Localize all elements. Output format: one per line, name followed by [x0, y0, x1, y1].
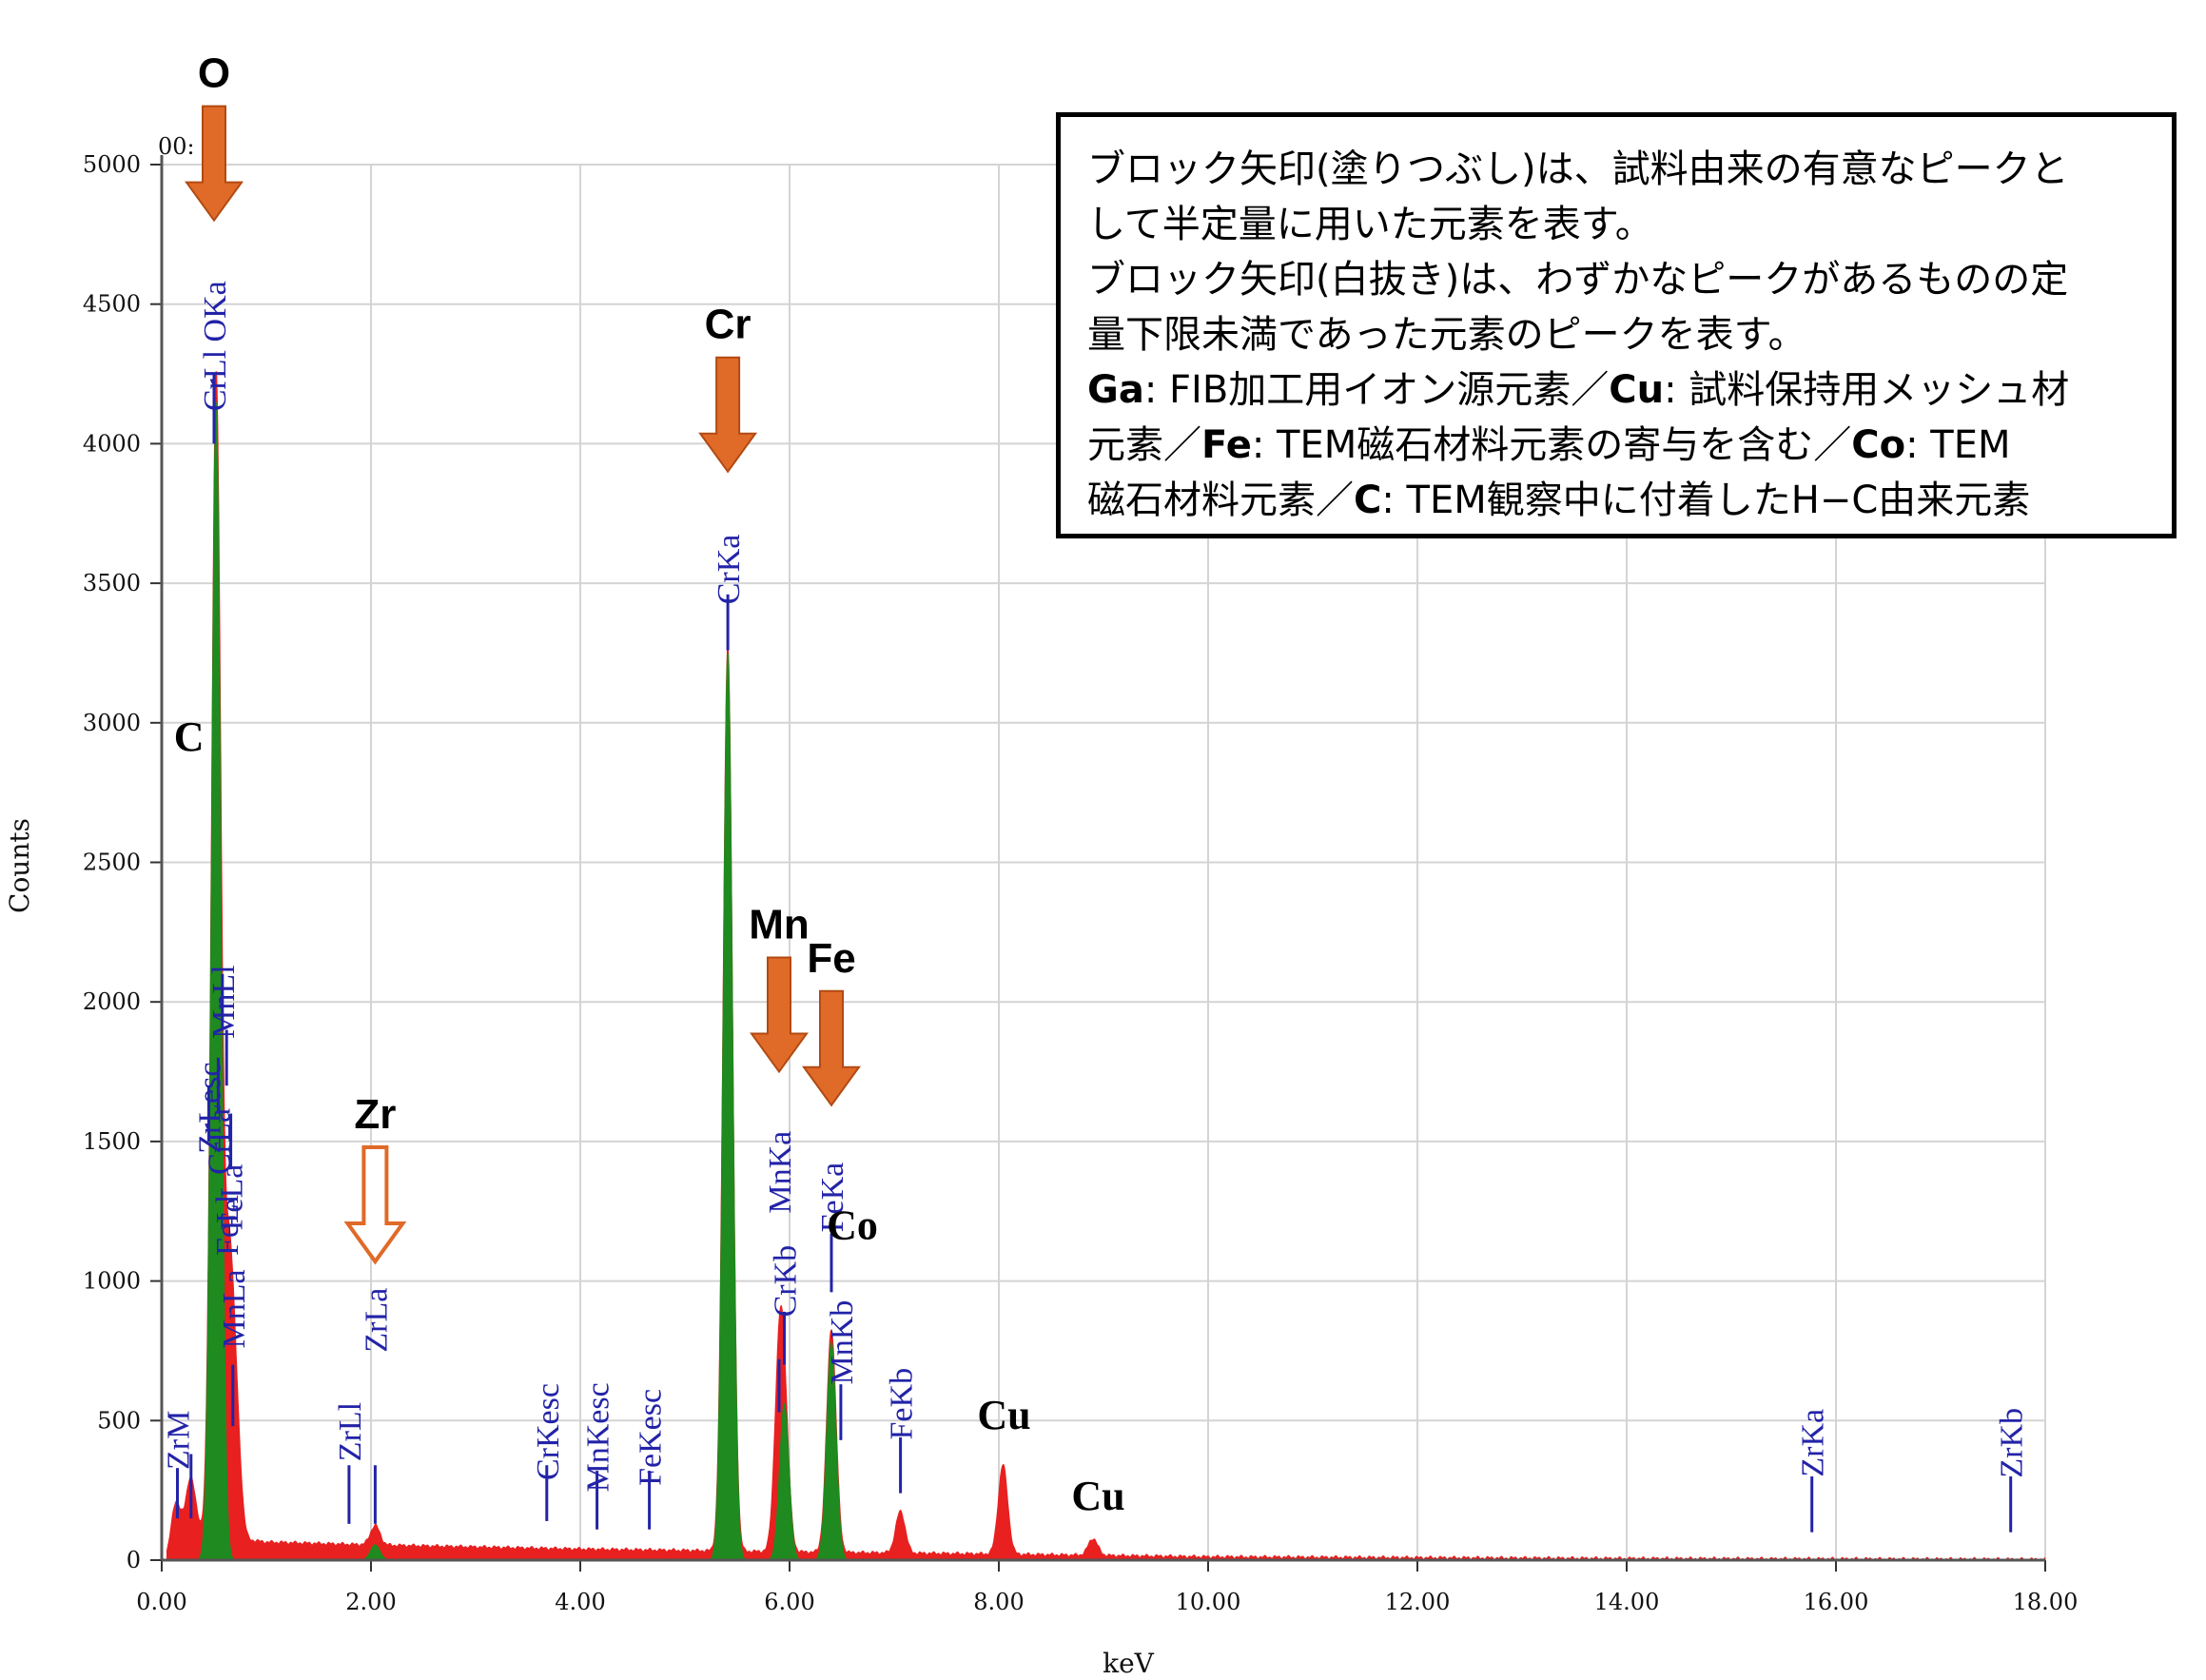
y-tick-label: 500: [97, 1407, 141, 1434]
legend-note-text: 元素／: [1087, 423, 1201, 467]
y-tick-label: 4500: [83, 291, 141, 318]
legend-note-text: : TEM観察中に付着したH−C由来元素: [1381, 479, 2031, 522]
y-tick-label: 1000: [83, 1268, 141, 1295]
line-marker-label: MnKa: [763, 1131, 798, 1214]
line-marker-label: FeKesc: [634, 1389, 669, 1486]
x-tick-label: 16.00: [1804, 1589, 1869, 1615]
element-text-label: Cu: [977, 1392, 1030, 1438]
line-marker-label: CrKesc: [531, 1383, 566, 1480]
line-marker-label: MnKb: [825, 1300, 860, 1385]
element-labels: C Co Cu Cu: [174, 713, 1125, 1519]
line-marker-label: ZrKa: [1796, 1409, 1831, 1477]
x-axis-ticks: 0.00 2.00 4.00 6.00 8.00 10.00 12.00 14.00 16.00…: [136, 1560, 2078, 1615]
line-marker-label: CrKa: [712, 535, 747, 605]
line-marker-label: MnKesc: [581, 1382, 616, 1492]
y-tick-label: 2500: [83, 850, 141, 876]
legend-note-line: 元素／Fe: TEM磁石材料元素の寄与を含む／Co: TEM: [1087, 418, 2158, 473]
x-tick-label: 2.00: [345, 1589, 396, 1615]
line-marker-label: FeLl: [210, 1195, 245, 1256]
axes: [160, 155, 2045, 1562]
y-tick-label: 2000: [83, 988, 141, 1015]
x-tick-label: 10.00: [1176, 1589, 1241, 1615]
legend-note-symbol: Cu: [1609, 368, 1665, 412]
element-text-label: Co: [827, 1202, 878, 1249]
line-marker-label: ZrLa: [359, 1288, 394, 1353]
corner-text: 00:: [158, 133, 195, 160]
line-marker-label: ZrLl: [333, 1402, 368, 1461]
element-text-label: Cu: [1071, 1473, 1124, 1519]
legend-box: ブロック矢印(塗りつぶし)は、試料由来の有意なピークと して半定量に用いた元素を…: [1056, 112, 2177, 538]
x-axis-title: keV: [1103, 1648, 1155, 1679]
spectrum-areas: [166, 371, 2046, 1561]
legend-line: 量下限未満であった元素のピークを表す。: [1087, 313, 1806, 357]
element-arrow-label: Zr: [354, 1091, 396, 1138]
y-tick-label: 4000: [83, 430, 141, 457]
line-marker-label: CrKb: [769, 1245, 804, 1318]
x-tick-label: 14.00: [1594, 1589, 1660, 1615]
element-arrow: [343, 1145, 407, 1265]
x-tick-label: 12.00: [1385, 1589, 1451, 1615]
legend-note-symbol: Ga: [1087, 368, 1144, 412]
legend-line: ブロック矢印(塗りつぶし)は、試料由来の有意なピークと: [1087, 147, 2069, 191]
line-marker-label: CrLl OKa: [198, 281, 233, 411]
line-marker-label: ZrLesc: [193, 1063, 228, 1154]
measured-spectrum-area: [166, 371, 2046, 1561]
y-axis-ticks: 0 500 1000 1500 2000 2500 3000 3500 4000 4500 5000: [83, 151, 162, 1573]
line-marker-label: MnLl: [206, 965, 242, 1038]
element-arrow-label: Cr: [705, 302, 752, 348]
line-marker-label: MnLa: [217, 1269, 252, 1348]
element-arrow-label: Fe: [807, 935, 855, 982]
line-marker-label: ZrKb: [1995, 1408, 2030, 1478]
legend-note-text: : TEM磁石材料元素の寄与を含む／: [1251, 423, 1852, 467]
element-arrow: [698, 356, 758, 474]
y-tick-label: 3000: [83, 710, 141, 736]
legend-note-text: : FIB加工用イオン源元素／: [1143, 368, 1610, 412]
x-tick-label: 18.00: [2013, 1589, 2079, 1615]
legend-note-line: 磁石材料元素／C: TEM観察中に付着したH−C由来元素: [1087, 473, 2158, 528]
legend-note-symbol: Co: [1851, 423, 1906, 467]
y-tick-label: 5000: [83, 151, 141, 178]
x-tick-label: 0.00: [136, 1589, 186, 1615]
fitted-peak-area: [711, 653, 746, 1561]
fitted-peak-area: [199, 401, 234, 1561]
y-tick-label: 1500: [83, 1128, 141, 1155]
legend-note-symbol: Fe: [1201, 423, 1252, 467]
legend-note-text: 磁石材料元素／: [1087, 479, 1354, 522]
x-tick-label: 6.00: [764, 1589, 814, 1615]
x-tick-label: 8.00: [973, 1589, 1024, 1615]
line-marker-label: FeKa: [815, 1162, 850, 1233]
legend-line: して半定量に用いた元素を表す。: [1087, 203, 1653, 246]
element-arrow-label: Mn: [749, 902, 810, 948]
element-arrow: [802, 989, 861, 1107]
legend-note-symbol: C: [1354, 479, 1382, 522]
y-tick-label: 0: [127, 1547, 141, 1573]
legend-note-text: : TEM: [1905, 423, 2011, 467]
fitted-peak-area: [813, 1340, 849, 1561]
y-tick-label: 3500: [83, 570, 141, 596]
element-text-label: C: [174, 713, 205, 760]
x-tick-label: 4.00: [555, 1589, 605, 1615]
legend-line: ブロック矢印(白抜き)は、わずかなピークがあるものの定: [1087, 258, 2069, 302]
y-axis-title: Counts: [4, 818, 35, 913]
element-arrow-label: O: [198, 50, 230, 97]
element-arrow: [750, 956, 809, 1074]
fitted-peak-area: [767, 1402, 802, 1561]
line-marker-label: FeKb: [885, 1368, 920, 1440]
legend-note-text: : 試料保持用メッシュ材: [1664, 368, 2070, 412]
legend-note-line: Ga: FIB加工用イオン源元素／Cu: 試料保持用メッシュ材: [1087, 362, 2158, 418]
element-arrow: [185, 105, 244, 223]
line-marker-label: FeLa: [215, 1164, 250, 1231]
